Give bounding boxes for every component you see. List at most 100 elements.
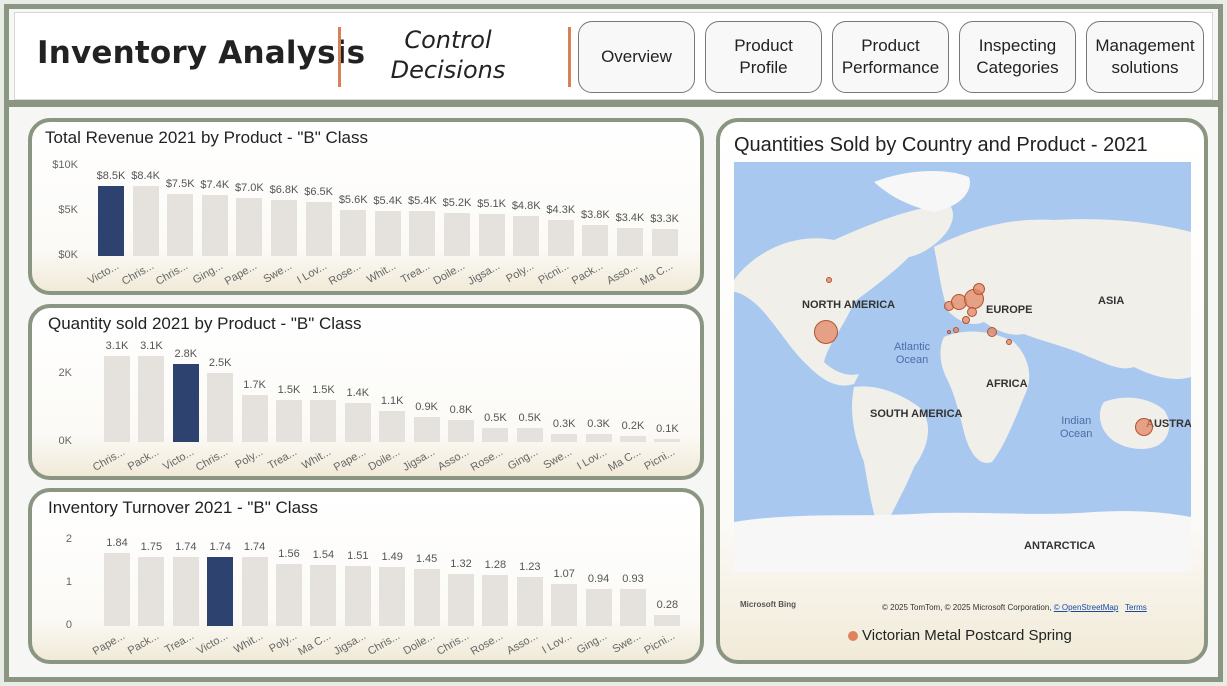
bar[interactable]: [138, 356, 165, 442]
page-subtitle: Control Decisions: [390, 26, 506, 84]
bar[interactable]: [276, 564, 302, 626]
bar-value-label: 1.5K: [312, 384, 335, 397]
bar-value-label: $5.4K: [373, 195, 403, 208]
bar[interactable]: [172, 364, 199, 442]
bar-value-label: 1.84: [106, 537, 128, 550]
category-label: Pack...: [126, 630, 162, 658]
bar[interactable]: [516, 428, 543, 442]
category-label: I Lov...: [574, 446, 609, 473]
bar[interactable]: [448, 419, 474, 442]
category-label: Rose...: [469, 630, 506, 658]
bar[interactable]: [172, 557, 199, 626]
bar[interactable]: [374, 211, 401, 256]
bar[interactable]: [482, 575, 509, 626]
bar-value-label: 1.74: [209, 541, 231, 554]
bar-value-label: 0.2K: [621, 420, 645, 433]
bar[interactable]: [651, 228, 678, 256]
nav-management-solutions-button[interactable]: Management solutions: [1086, 21, 1204, 93]
bar[interactable]: [585, 588, 612, 626]
bar[interactable]: [620, 589, 646, 626]
category-label: Whit...: [364, 260, 398, 286]
bar[interactable]: [413, 417, 440, 442]
header-divider: [568, 27, 571, 87]
bar[interactable]: [413, 568, 440, 626]
map-bubble[interactable]: [826, 277, 832, 283]
bar[interactable]: [132, 186, 159, 256]
bar[interactable]: [344, 403, 371, 442]
bar[interactable]: [207, 557, 234, 626]
bar[interactable]: [379, 567, 406, 626]
bar-value-label: 0.3K: [552, 417, 576, 430]
nav-product-performance-button[interactable]: Product Performance: [832, 21, 949, 93]
nav-inspecting-categories-button[interactable]: Inspecting Categories: [959, 21, 1076, 93]
bar[interactable]: [167, 193, 194, 256]
bar[interactable]: [340, 209, 367, 256]
category-label: Picni...: [642, 446, 678, 473]
bar[interactable]: [444, 212, 470, 256]
nav-overview-button[interactable]: Overview: [578, 21, 695, 93]
map-bubble[interactable]: [973, 283, 985, 295]
bar[interactable]: [551, 433, 578, 442]
bar[interactable]: [276, 400, 302, 442]
bar[interactable]: [305, 202, 332, 256]
category-label: Swe...: [610, 630, 643, 656]
bar[interactable]: [585, 433, 612, 442]
bar-value-label: $4.3K: [546, 204, 576, 217]
bar-value-label: 1.7K: [243, 378, 266, 391]
bar[interactable]: [547, 220, 574, 256]
map-bubble[interactable]: [967, 307, 977, 317]
bar-value-label: 0.5K: [518, 412, 542, 425]
terms-link[interactable]: Terms: [1125, 603, 1147, 612]
bar-value-label: $5.6K: [338, 193, 368, 206]
bar[interactable]: [551, 583, 578, 626]
map-bubble[interactable]: [814, 320, 838, 344]
map-bubble[interactable]: [1006, 339, 1012, 345]
bar[interactable]: [409, 211, 436, 256]
bar[interactable]: [138, 556, 165, 626]
bar[interactable]: [104, 356, 130, 442]
bar[interactable]: [513, 216, 540, 256]
map-ocean-label: Atlantic Ocean: [894, 341, 931, 366]
bar[interactable]: [201, 194, 228, 256]
bar[interactable]: [617, 227, 643, 256]
world-map[interactable]: NORTH AMERICA EUROPE ASIA AFRICA SOUTH A…: [734, 162, 1191, 572]
openstreetmap-link[interactable]: © OpenStreetMap: [1053, 603, 1119, 612]
bar-value-label: $8.4K: [131, 170, 160, 183]
map-bubble[interactable]: [987, 327, 997, 337]
header-divider: [338, 27, 341, 87]
bar[interactable]: [241, 394, 268, 442]
category-label: Ma C...: [637, 260, 675, 289]
bar-value-label: $5.2K: [442, 196, 472, 209]
bar[interactable]: [379, 411, 406, 442]
bar[interactable]: [271, 199, 297, 256]
bar[interactable]: [104, 553, 130, 626]
map-bubble[interactable]: [953, 327, 959, 333]
map-bubble[interactable]: [947, 330, 951, 334]
y-tick-label: 1: [65, 576, 72, 588]
bar[interactable]: [654, 614, 681, 626]
bar[interactable]: [448, 573, 474, 626]
bar-value-label: 1.45: [415, 552, 438, 565]
quantity-chart-title: Quantity sold 2021 by Product - "B" Clas…: [48, 314, 362, 333]
bar[interactable]: [310, 400, 337, 442]
bar[interactable]: [236, 198, 263, 256]
bar[interactable]: [241, 557, 268, 626]
bar-value-label: $5.1K: [477, 197, 506, 210]
map-region-label: ASIA: [1098, 295, 1125, 307]
bar[interactable]: [310, 565, 337, 626]
bar[interactable]: [344, 566, 371, 626]
bar[interactable]: [516, 577, 543, 626]
category-label: Ging...: [190, 260, 225, 287]
bar[interactable]: [478, 213, 505, 256]
bar[interactable]: [582, 224, 609, 256]
bar-value-label: 1.5K: [277, 384, 301, 397]
map-bubble[interactable]: [962, 316, 970, 324]
nav-product-profile-button[interactable]: Product Profile: [705, 21, 822, 93]
bar[interactable]: [654, 439, 681, 442]
bar[interactable]: [620, 436, 646, 442]
bar[interactable]: [207, 372, 234, 442]
map-bubble[interactable]: [1135, 418, 1153, 436]
category-label: Chris...: [366, 630, 403, 658]
bar[interactable]: [482, 428, 509, 442]
bar[interactable]: [98, 185, 124, 256]
